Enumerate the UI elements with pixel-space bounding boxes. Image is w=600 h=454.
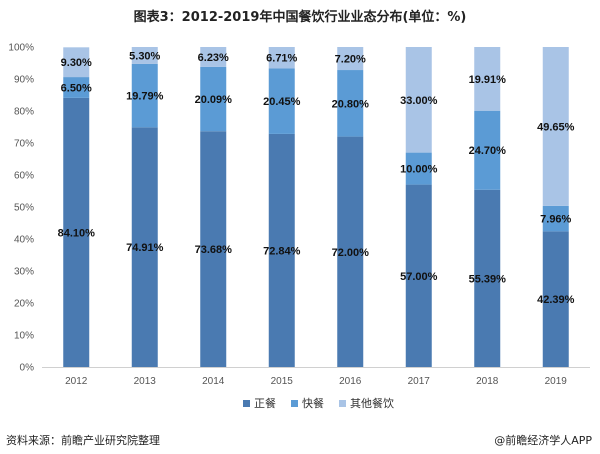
bar-快餐-2014 [200, 66, 227, 132]
bar-快餐-2012 [63, 77, 90, 98]
data-label: 20.09% [195, 94, 233, 106]
y-tick-label: 80% [14, 107, 34, 118]
data-label: 10.00% [400, 164, 438, 176]
data-label: 5.30% [129, 50, 160, 62]
legend-swatch-其他餐饮 [339, 400, 346, 407]
legend-swatch-快餐 [291, 400, 298, 407]
x-tick-label: 2013 [134, 376, 157, 387]
y-tick-label: 70% [14, 139, 34, 150]
data-label: 33.00% [400, 95, 438, 107]
y-tick-label: 0% [20, 363, 35, 374]
data-label: 7.20% [335, 54, 366, 66]
data-label: 6.23% [198, 52, 229, 64]
data-label: 55.39% [469, 273, 507, 285]
x-tick-label: 2014 [202, 376, 225, 387]
y-tick-label: 40% [14, 235, 34, 246]
bar-快餐-2015 [268, 68, 295, 134]
bar-快餐-2013 [131, 63, 158, 128]
data-label: 20.45% [263, 96, 301, 108]
y-tick-label: 30% [14, 267, 34, 278]
bar-其他餐饮-2013 [131, 47, 158, 64]
x-tick-label: 2019 [545, 376, 568, 387]
bar-快餐-2017 [405, 152, 432, 185]
bar-其他餐饮-2018 [474, 47, 501, 111]
legend-label-正餐: 正餐 [254, 396, 276, 410]
bar-正餐-2018 [474, 189, 501, 367]
bar-正餐-2012 [63, 97, 90, 367]
data-label: 19.79% [126, 91, 164, 103]
y-tick-label: 90% [14, 75, 34, 86]
legend-label-快餐: 快餐 [302, 396, 324, 410]
y-tick-label: 20% [14, 299, 34, 310]
data-label: 6.50% [61, 82, 92, 94]
source-note: 资料来源：前瞻产业研究院整理 [6, 434, 160, 447]
data-label: 24.70% [469, 145, 507, 157]
x-tick-label: 2012 [65, 376, 88, 387]
data-label: 7.96% [540, 214, 571, 226]
credit-note: @前瞻经济学人APP [494, 434, 592, 447]
data-label: 73.68% [195, 244, 233, 256]
data-label: 74.91% [126, 242, 164, 254]
y-tick-label: 50% [14, 203, 34, 214]
data-label: 9.30% [61, 57, 92, 69]
data-label: 20.80% [332, 98, 370, 110]
x-tick-label: 2015 [271, 376, 294, 387]
data-label: 19.91% [469, 74, 507, 86]
data-label: 57.00% [400, 271, 438, 283]
bar-快餐-2019 [542, 205, 569, 232]
data-label: 42.39% [537, 294, 575, 306]
bar-其他餐饮-2014 [200, 47, 227, 67]
x-tick-label: 2017 [408, 376, 431, 387]
bar-正餐-2017 [405, 184, 432, 367]
data-label: 72.84% [263, 245, 301, 257]
bar-其他餐饮-2017 [405, 47, 432, 153]
bar-其他餐饮-2015 [268, 47, 295, 69]
y-tick-label: 100% [8, 43, 34, 54]
bar-快餐-2016 [337, 70, 364, 137]
bar-快餐-2018 [474, 110, 501, 190]
data-label: 84.10% [58, 227, 96, 239]
bar-正餐-2016 [337, 136, 364, 367]
legend-swatch-正餐 [243, 400, 250, 407]
data-label: 49.65% [537, 121, 575, 133]
bar-其他餐饮-2012 [63, 47, 90, 78]
bar-正餐-2014 [200, 131, 227, 367]
bar-其他餐饮-2016 [337, 47, 364, 71]
x-tick-label: 2018 [476, 376, 499, 387]
y-tick-label: 60% [14, 171, 34, 182]
bar-其他餐饮-2019 [542, 47, 569, 206]
legend-label-其他餐饮: 其他餐饮 [350, 396, 394, 410]
data-label: 6.71% [266, 53, 297, 65]
chart-title: 图表3：2012-2019年中国餐饮行业业态分布(单位：%) [133, 10, 467, 25]
y-tick-label: 10% [14, 331, 34, 342]
bar-正餐-2019 [542, 231, 569, 367]
bar-正餐-2015 [268, 133, 295, 367]
data-label: 72.00% [332, 247, 370, 259]
x-tick-label: 2016 [339, 376, 362, 387]
bar-正餐-2013 [131, 127, 158, 368]
